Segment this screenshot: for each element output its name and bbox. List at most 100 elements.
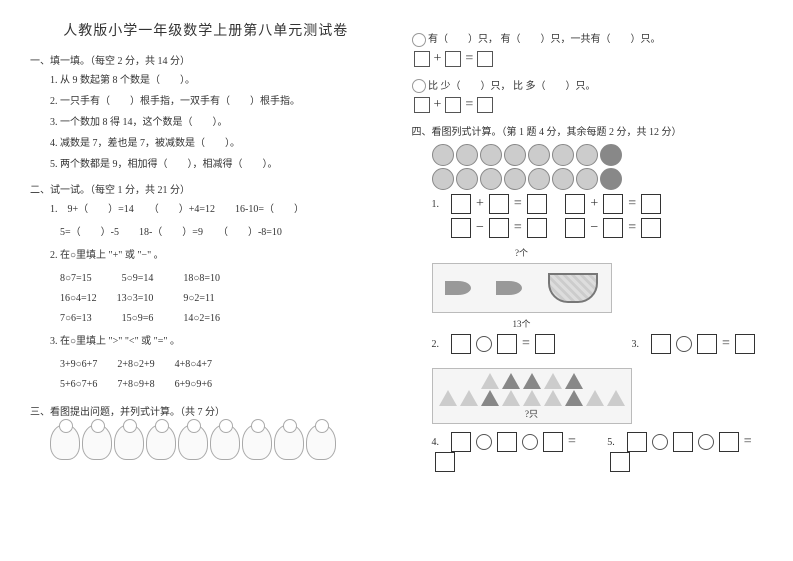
s2-q2: 2. 在○里填上 "+" 或 "−" 。 xyxy=(50,248,382,264)
prob-num: 5. xyxy=(607,437,621,448)
s2-r1: 8○7=15 5○9=14 18○8=10 xyxy=(60,269,382,289)
answer-box[interactable] xyxy=(527,194,547,214)
duck-figure xyxy=(50,424,382,460)
equation-row: 1. += += xyxy=(432,194,764,214)
prob-num: 1. xyxy=(432,199,446,210)
answer-box[interactable] xyxy=(414,97,430,113)
answer-box[interactable] xyxy=(641,218,661,238)
s2-q1b: 5=（ ）-5 18-（ ）=9 （ ）-8=10 xyxy=(60,223,382,243)
answer-box[interactable] xyxy=(489,218,509,238)
circle-icon xyxy=(576,144,598,166)
triangle-icon xyxy=(544,390,562,406)
triangle-icon xyxy=(502,373,520,389)
answer-box[interactable] xyxy=(673,432,693,452)
left-column: 人教版小学一年级数学上册第八单元测试卷 一、填一填。（每空 2 分，共 14 分… xyxy=(30,20,397,541)
text: 多（ ）只。 xyxy=(526,81,596,92)
s2-r3: 7○6=13 15○9=6 14○2=16 xyxy=(60,309,382,329)
triangle-figure: ?只 xyxy=(432,368,632,424)
problem-1: 1. += += −= −= xyxy=(432,144,764,238)
triangle-icon xyxy=(565,373,583,389)
s1-q4: 4. 减数是 7，差也是 7，被减数是（ ）。 xyxy=(50,136,382,152)
circle-icon xyxy=(528,168,550,190)
text: 有（ ）只， xyxy=(428,34,498,45)
answer-box[interactable] xyxy=(565,218,585,238)
answer-box[interactable] xyxy=(565,194,585,214)
duck-icon xyxy=(274,424,304,460)
op-circle[interactable] xyxy=(676,336,692,352)
triangle-icon xyxy=(544,373,562,389)
answer-box[interactable] xyxy=(627,432,647,452)
s2-r4: 3+9○6+7 2+8○2+9 4+8○4+7 xyxy=(60,355,382,375)
word-problem-1: 有（ ）只， 有（ ）只，一共有（ ）只。 += xyxy=(412,30,764,67)
answer-box[interactable] xyxy=(497,334,517,354)
equation-row: 4. = xyxy=(432,432,588,472)
triangle-icon xyxy=(481,373,499,389)
s1-q2: 2. 一只手有（ ）根手指，一双手有（ ）根手指。 xyxy=(50,94,382,110)
carrot-basket-figure xyxy=(432,263,612,313)
bottom-label: 13个 xyxy=(432,317,612,330)
section-2-head: 二、试一试。（每空 1 分，共 21 分） xyxy=(30,181,382,196)
text: 比 xyxy=(428,81,438,92)
answer-box[interactable] xyxy=(735,334,755,354)
duck-icon xyxy=(114,424,144,460)
op-circle[interactable] xyxy=(522,434,538,450)
answer-box[interactable] xyxy=(451,194,471,214)
answer-box[interactable] xyxy=(451,334,471,354)
s2-r2: 16○4=12 13○3=10 9○2=11 xyxy=(60,289,382,309)
prob-num: 2. xyxy=(432,339,446,350)
text: 少（ ）只， xyxy=(441,81,511,92)
answer-box[interactable] xyxy=(543,432,563,452)
answer-box[interactable] xyxy=(603,218,623,238)
word-problem-2: 比 少（ ）只， 比 多（ ）只。 += xyxy=(412,77,764,114)
answer-box[interactable] xyxy=(435,452,455,472)
circle-icon xyxy=(504,144,526,166)
answer-box[interactable] xyxy=(489,194,509,214)
s1-q1: 1. 从 9 数起第 8 个数是（ ）。 xyxy=(50,73,382,89)
op-circle[interactable] xyxy=(476,434,492,450)
problem-2-3: ?个 13个 2. = 3. = xyxy=(432,246,764,358)
triangle-icon xyxy=(481,390,499,406)
answer-box[interactable] xyxy=(641,194,661,214)
answer-box[interactable] xyxy=(497,432,517,452)
answer-box[interactable] xyxy=(477,97,493,113)
answer-box[interactable] xyxy=(719,432,739,452)
prob-num: 3. xyxy=(632,339,646,350)
right-column: 有（ ）只， 有（ ）只，一共有（ ）只。 += 比 少（ ）只， 比 多（ ）… xyxy=(397,20,764,541)
answer-box[interactable] xyxy=(697,334,717,354)
duck-icon xyxy=(82,424,112,460)
equation-row: −= −= xyxy=(432,218,764,238)
circle-icon xyxy=(456,144,478,166)
answer-box[interactable] xyxy=(610,452,630,472)
op-circle[interactable] xyxy=(652,434,668,450)
eq-4-5: 4. = 5. = xyxy=(432,428,764,476)
answer-box[interactable] xyxy=(445,97,461,113)
text: 比 xyxy=(513,81,523,92)
answer-box[interactable] xyxy=(477,51,493,67)
answer-box[interactable] xyxy=(445,51,461,67)
basket-icon xyxy=(548,273,598,303)
s1-q5: 5. 两个数都是 9，相加得（ ），相减得（ ）。 xyxy=(50,157,382,173)
plus-op: + xyxy=(434,51,442,67)
triangle-icon xyxy=(586,390,604,406)
circle-icon xyxy=(528,144,550,166)
op-circle[interactable] xyxy=(698,434,714,450)
answer-box[interactable] xyxy=(451,218,471,238)
answer-box[interactable] xyxy=(603,194,623,214)
animal-icon xyxy=(412,33,426,47)
answer-box[interactable] xyxy=(414,51,430,67)
circle-icon xyxy=(504,168,526,190)
triangle-icon xyxy=(460,390,478,406)
s2-q1: 1. 9+（ ）=14 （ ）+4=12 16-10=（ ） xyxy=(50,202,382,218)
duck-icon xyxy=(242,424,272,460)
s1-q3: 3. 一个数加 8 得 14，这个数是（ ）。 xyxy=(50,115,382,131)
duck-icon xyxy=(210,424,240,460)
answer-box[interactable] xyxy=(527,218,547,238)
op-circle[interactable] xyxy=(476,336,492,352)
answer-box[interactable] xyxy=(535,334,555,354)
circle-row xyxy=(432,168,764,190)
answer-box[interactable] xyxy=(651,334,671,354)
carrot-icon xyxy=(496,281,522,295)
equation-boxes: += xyxy=(412,97,764,113)
circle-icon xyxy=(552,168,574,190)
answer-box[interactable] xyxy=(451,432,471,452)
